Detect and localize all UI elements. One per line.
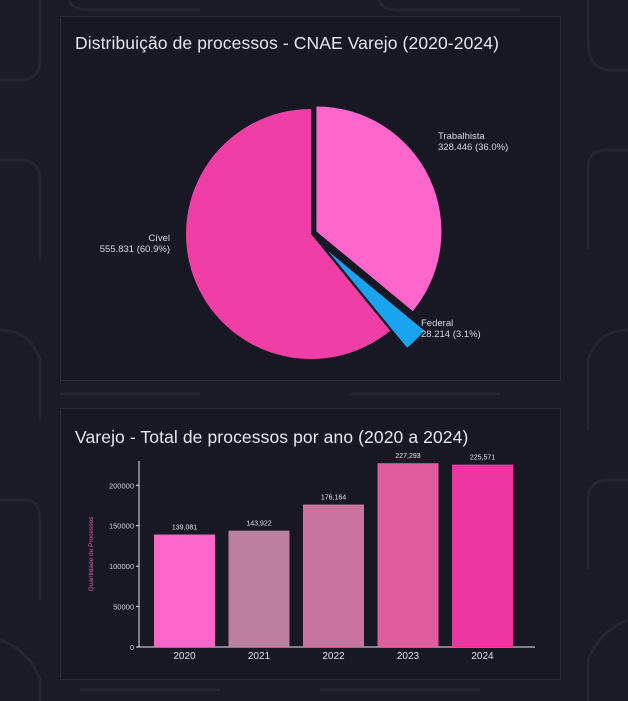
- bar-chart-title: Varejo - Total de processos por ano (202…: [75, 427, 469, 447]
- pie-slice-trabalhista: [316, 106, 442, 312]
- bar-value-label: 139,081: [172, 525, 197, 532]
- bar-chart: 0 50000 100000 150000 200000 Quantidade de Pr…: [88, 453, 535, 662]
- bar-value-label: 227,293: [395, 453, 420, 460]
- y-tick-label: 200000: [109, 481, 134, 490]
- bar-2021: [228, 530, 290, 647]
- pie-chart-title: Distribuição de processos - CNAE Varejo …: [75, 33, 499, 53]
- pie-value-federal: 28.214 (3.1%): [421, 329, 481, 340]
- x-tick-label: 2020: [173, 651, 196, 662]
- x-tick-label: 2023: [397, 651, 420, 662]
- y-axis-label: Quantidade de Processos: [88, 516, 95, 592]
- pie-slice-federal: [327, 251, 425, 348]
- y-tick-label: 150000: [109, 522, 134, 531]
- bar-2024: [452, 464, 513, 647]
- bar-2023: [377, 463, 439, 647]
- y-tick-label: 100000: [109, 562, 134, 571]
- pie-value-civel: 555.831 (60.9%): [100, 244, 170, 255]
- pie-label-federal: Federal: [421, 318, 453, 329]
- x-tick-label: 2024: [471, 651, 494, 662]
- pie-label-civel: Cível: [148, 233, 170, 244]
- pie-label-trabalhista: Trabalhista: [438, 131, 485, 142]
- bar-value-label: 143,922: [246, 521, 271, 528]
- y-tick-label: 50000: [113, 603, 134, 612]
- x-tick-label: 2021: [248, 651, 271, 662]
- y-tick-label: 0: [130, 643, 134, 652]
- x-tick-label: 2022: [322, 651, 345, 662]
- pie-chart-card: Distribuição de processos - CNAE Varejo …: [60, 16, 561, 381]
- pie-value-trabalhista: 328.446 (36.0%): [438, 142, 508, 153]
- bar-2020: [154, 534, 215, 647]
- bar-value-label: 225,571: [470, 455, 495, 462]
- bar-chart-card: Varejo - Total de processos por ano (202…: [60, 408, 561, 680]
- bar-2022: [303, 504, 364, 647]
- bar-value-label: 176,164: [321, 495, 346, 502]
- pie-slice-civel: [186, 109, 391, 359]
